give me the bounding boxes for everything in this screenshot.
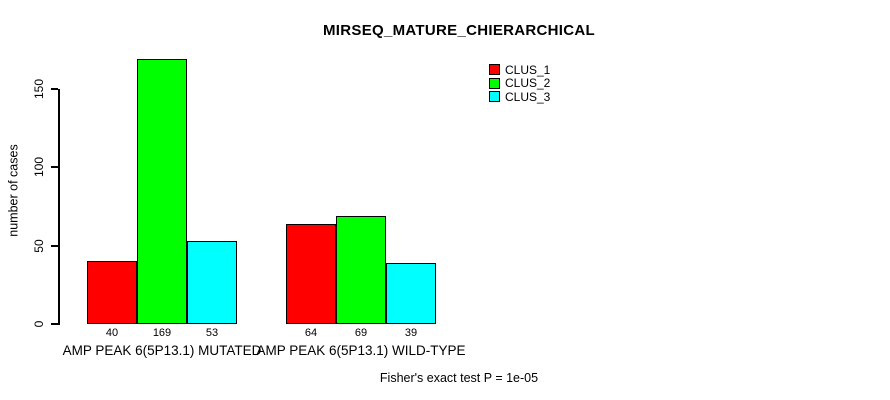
bar-value-label: 40	[105, 327, 119, 339]
bar-clus_1-group1	[87, 261, 137, 324]
y-axis-title: number of cases	[6, 144, 21, 237]
legend-label: CLUS_2	[505, 76, 551, 91]
y-axis-line	[58, 89, 60, 325]
fisher-test-annotation: Fisher's exact test P = 1e-05	[379, 371, 539, 385]
legend: CLUS_1 CLUS_2 CLUS_3	[489, 63, 550, 104]
bar-value-label: 69	[354, 327, 368, 339]
legend-label: CLUS_1	[505, 62, 551, 77]
legend-swatch-red	[489, 64, 500, 76]
bar-clus_3-group2	[386, 262, 436, 324]
bar-value-label: 53	[205, 327, 219, 339]
y-axis-tick-label: 150	[32, 78, 46, 100]
chart-title: MIRSEQ_MATURE_CHIERARCHICAL	[323, 22, 595, 39]
legend-swatch-green	[489, 77, 500, 89]
y-axis-tick-label: 100	[32, 157, 46, 178]
bar-clus_3-group1	[187, 240, 237, 324]
legend-label: CLUS_3	[505, 89, 551, 104]
bar-value-label: 169	[152, 327, 172, 339]
x-group-label: AMP PEAK 6(5P13.1) WILD-TYPE	[256, 343, 466, 358]
x-group-label: AMP PEAK 6(5P13.1) MUTATED	[62, 343, 262, 358]
y-axis-tick-label: 0	[32, 320, 46, 328]
legend-item-clus-2: CLUS_2	[489, 77, 550, 91]
bar-clus_2-group1	[137, 59, 187, 324]
y-axis-tick	[51, 88, 58, 90]
y-axis-tick-label: 50	[32, 238, 46, 253]
legend-item-clus-1: CLUS_1	[489, 63, 550, 77]
bar-value-label: 64	[304, 327, 318, 339]
y-axis-tick	[51, 323, 58, 325]
y-axis-tick	[51, 166, 58, 169]
legend-item-clus-3: CLUS_3	[489, 90, 550, 104]
bar-value-label: 39	[404, 327, 418, 339]
bar-clus_2-group2	[336, 215, 386, 324]
y-axis-tick	[51, 244, 58, 247]
bar-clus_1-group2	[286, 223, 336, 324]
legend-swatch-cyan	[489, 91, 500, 103]
